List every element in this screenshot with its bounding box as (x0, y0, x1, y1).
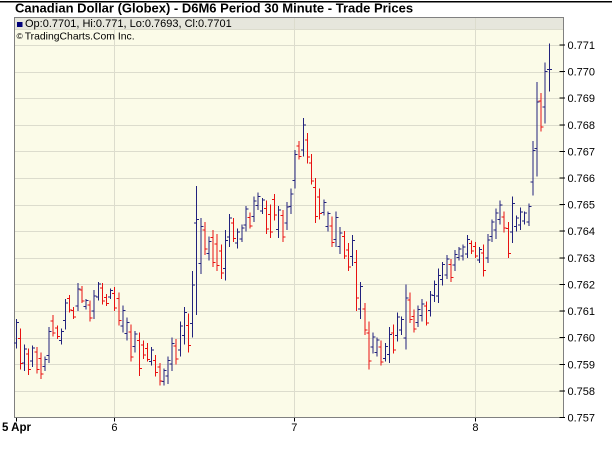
svg-text:0.760: 0.760 (568, 333, 596, 345)
svg-text:©: © (17, 31, 24, 41)
svg-text:7: 7 (291, 422, 297, 434)
svg-text:0.764: 0.764 (568, 226, 596, 238)
svg-text:0.771: 0.771 (568, 40, 596, 52)
svg-text:0.766: 0.766 (568, 173, 596, 185)
svg-text:0.758: 0.758 (568, 386, 596, 398)
svg-text:TradingCharts.Com Inc.: TradingCharts.Com Inc. (25, 32, 135, 43)
svg-text:0.767: 0.767 (568, 146, 596, 158)
svg-text:0.759: 0.759 (568, 359, 596, 371)
svg-text:6: 6 (111, 422, 117, 434)
svg-text:8: 8 (472, 422, 478, 434)
svg-text:0.768: 0.768 (568, 120, 596, 132)
svg-text:0.762: 0.762 (568, 279, 596, 291)
svg-text:0.761: 0.761 (568, 306, 596, 318)
svg-text:5 Apr: 5 Apr (2, 422, 31, 434)
svg-text:0.770: 0.770 (568, 67, 596, 79)
svg-text:0.765: 0.765 (568, 200, 596, 212)
svg-text:0.757: 0.757 (568, 413, 596, 425)
svg-text:Canadian Dollar (Globex) - D6M: Canadian Dollar (Globex) - D6M6 Period 3… (15, 1, 413, 16)
svg-text:Op:0.7701, Hi:0.771, Lo:0.7693: Op:0.7701, Hi:0.771, Lo:0.7693, Cl:0.770… (25, 18, 232, 30)
svg-text:0.769: 0.769 (568, 93, 596, 105)
svg-text:0.763: 0.763 (568, 253, 596, 265)
